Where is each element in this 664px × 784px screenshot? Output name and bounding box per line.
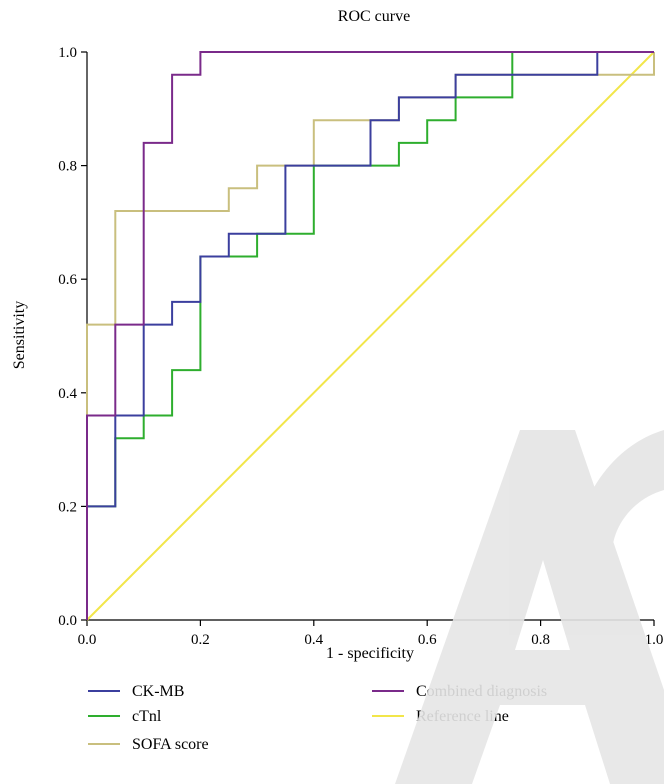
legend-label-combined-diagnosis: Combined diagnosis [416,683,547,700]
y-tick-label: 1.0 [58,45,77,61]
y-tick-label: 0.6 [58,272,77,288]
legend: CK-MB cTnl SOFA score Combined diagnosis Ref… [88,683,547,753]
legend-label-sofa-score: SOFA score [132,736,209,753]
y-tick-label: 0.0 [58,613,77,629]
legend-label-ctnl: cTnl [132,708,162,725]
legend-label-reference-line: Reference line [416,708,509,725]
legend-label-ck-mb: CK-MB [132,683,184,700]
x-tick-label: 0.0 [78,632,97,648]
x-tick-label: 1.0 [645,632,664,648]
x-tick-label: 0.8 [531,632,550,648]
y-tick-label: 0.2 [58,499,77,515]
x-tick-label: 0.4 [304,632,323,648]
y-axis-label: Sensitivity [11,301,28,369]
x-axis-label: 1 - specificity [326,645,414,662]
x-tick-label: 0.2 [191,632,210,648]
chart-title: ROC curve [338,8,410,25]
series-lines [86,51,655,621]
series-line-combined-diagnosis [86,51,654,620]
series-line-reference-line [86,51,655,621]
y-tick-label: 0.8 [58,159,77,175]
y-tick-label: 0.4 [58,386,77,402]
series-line-ck-mb [86,51,654,620]
x-tick-label: 0.6 [418,632,437,648]
